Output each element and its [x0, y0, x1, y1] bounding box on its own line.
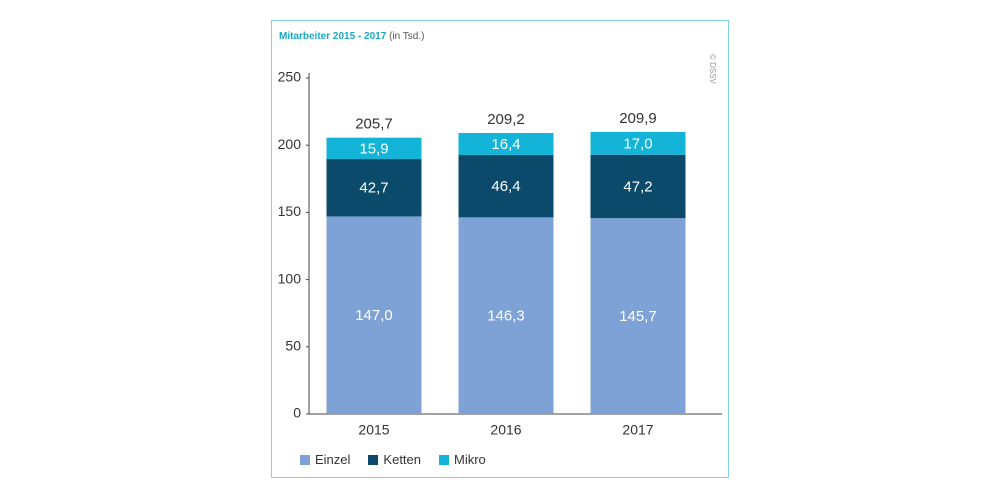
bar-value-label: 15,9: [359, 140, 388, 157]
bar-value-label: 17,0: [623, 135, 652, 152]
chart-title: Mitarbeiter 2015 - 2017 (in Tsd.): [279, 31, 424, 42]
bar-einzel: [590, 218, 686, 414]
bar-ketten: [590, 154, 686, 219]
x-tick-label: 2017: [622, 422, 653, 438]
bar-value-label: 147,0: [355, 307, 393, 324]
bar-total-label: 205,7: [355, 116, 393, 133]
legend-swatch: [300, 454, 310, 465]
bar-value-label: 16,4: [491, 136, 520, 153]
bar-mikro: [590, 131, 686, 155]
bar-ketten: [326, 159, 422, 217]
chart-frame: Mitarbeiter 2015 - 2017 (in Tsd.) © DSSV…: [271, 20, 729, 478]
legend-label: Mikro: [454, 452, 486, 467]
x-tick-label: 2016: [490, 422, 521, 438]
legend-item-mikro: Mikro: [439, 452, 486, 467]
y-tick-label: 50: [285, 338, 301, 354]
bar-value-label: 145,7: [619, 308, 657, 325]
y-tick-label: 250: [278, 69, 302, 85]
chart-title-unit: (in Tsd.): [389, 31, 425, 42]
legend-label: Einzel: [315, 452, 351, 467]
x-tick-label: 2015: [358, 422, 389, 438]
legend-label: Ketten: [383, 452, 422, 467]
y-tick-label: 0: [293, 405, 301, 421]
chart-legend: Einzel Ketten Mikro: [300, 452, 486, 467]
bar-total-label: 209,2: [487, 111, 525, 128]
legend-swatch: [368, 454, 379, 465]
y-tick-label: 200: [278, 136, 302, 152]
chart-title-text: Mitarbeiter 2015 - 2017: [279, 31, 387, 42]
y-tick-label: 150: [278, 203, 302, 219]
legend-item-ketten: Ketten: [368, 452, 421, 467]
legend-item-einzel: Einzel: [300, 452, 350, 467]
legend-swatch: [439, 454, 450, 465]
bar-value-label: 46,4: [491, 178, 520, 195]
y-tick-label: 100: [278, 270, 302, 286]
bar-mikro: [326, 137, 422, 160]
bar-einzel: [326, 216, 422, 414]
stacked-bar-chart: 0 50 100 150 200 250 147,0 42,7 15,9 205,7 2015 146…: [278, 69, 722, 438]
bar-ketten: [458, 155, 554, 218]
bar-mikro: [458, 132, 554, 156]
bar-value-label: 146,3: [487, 308, 525, 325]
bar-value-label: 47,2: [623, 178, 652, 195]
bar-einzel: [458, 217, 554, 414]
bar-total-label: 209,9: [619, 110, 657, 127]
bar-value-label: 42,7: [359, 180, 388, 197]
